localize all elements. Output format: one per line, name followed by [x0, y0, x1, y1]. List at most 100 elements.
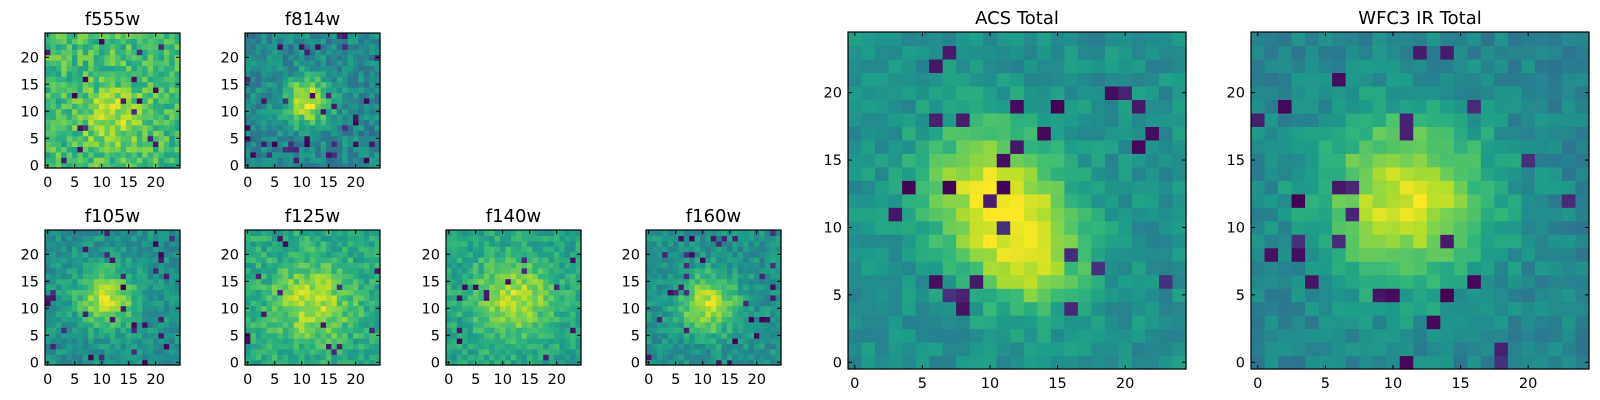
heatmap-cell [473, 338, 479, 344]
heatmap-cell [775, 289, 782, 296]
heatmap-cell [320, 240, 327, 247]
heatmap-cell [55, 305, 62, 312]
heatmap-cell [451, 343, 458, 350]
heatmap-cell [875, 274, 890, 289]
heatmap-cell [255, 43, 262, 50]
heatmap-cell [656, 338, 663, 344]
heatmap-cell [61, 157, 68, 164]
heatmap-cell [326, 240, 332, 247]
x-tick-label: 0 [444, 372, 453, 388]
heatmap-cell [55, 348, 62, 355]
heatmap-cell [929, 139, 944, 154]
heatmap-cell [82, 348, 89, 355]
heatmap-cell [716, 240, 723, 247]
heatmap-cell [537, 251, 544, 258]
heatmap-cell [1064, 153, 1079, 168]
heatmap-cell [1561, 288, 1577, 303]
heatmap-cell [363, 300, 370, 307]
heatmap-cell [700, 316, 706, 323]
heatmap-cell [446, 273, 452, 280]
heatmap-cell [55, 327, 62, 334]
heatmap-cell [521, 294, 528, 301]
heatmap-cell [261, 305, 268, 312]
heatmap-cell [174, 70, 181, 77]
heatmap-cell [277, 267, 284, 274]
heatmap-cell [109, 348, 116, 355]
heatmap-cell [174, 38, 181, 45]
heatmap-cell [142, 338, 149, 344]
heatmap-cell [500, 251, 506, 258]
heatmap-cell [363, 278, 370, 285]
heatmap-cell [250, 327, 257, 334]
heatmap-cell [77, 278, 84, 285]
heatmap-cell [331, 124, 338, 131]
heatmap-cell [277, 332, 284, 339]
heatmap-cell [320, 70, 327, 77]
heatmap-cell [942, 342, 957, 357]
heatmap-cell [683, 316, 690, 323]
heatmap-cell [727, 278, 733, 285]
heatmap-cell [473, 300, 479, 307]
heatmap-cell [353, 327, 359, 334]
heatmap-cell [656, 289, 663, 296]
heatmap-cell [104, 327, 111, 334]
heatmap-cell [483, 273, 490, 280]
heatmap-cell [272, 251, 278, 258]
heatmap-cell [82, 294, 89, 301]
heatmap-cell [163, 108, 170, 115]
heatmap-cell [115, 60, 122, 66]
heatmap-cell [115, 124, 122, 131]
heatmap-cell [929, 112, 944, 127]
heatmap-cell [1145, 220, 1160, 235]
heatmap-cell [158, 294, 165, 301]
heatmap-cell [902, 234, 917, 249]
heatmap-cell [737, 267, 744, 274]
heatmap-cell [478, 262, 485, 269]
heatmap-cell [131, 230, 138, 236]
heatmap-cell [299, 305, 305, 312]
heatmap-cell [1104, 139, 1119, 154]
heatmap-cell [770, 246, 777, 253]
heatmap-cell [353, 246, 359, 253]
heatmap-cell [770, 240, 777, 247]
heatmap-cell [66, 141, 73, 147]
heatmap-cell [770, 316, 777, 323]
heatmap-cell [369, 92, 376, 99]
heatmap-cell [1372, 355, 1387, 370]
heatmap-cell [61, 162, 68, 169]
heatmap-cell [673, 294, 679, 301]
heatmap-cell [1453, 355, 1468, 370]
heatmap-cell [353, 321, 359, 328]
heatmap-cell [1091, 247, 1106, 262]
heatmap-cell [667, 321, 674, 328]
heatmap-cell [304, 246, 311, 253]
heatmap-cell [331, 146, 338, 153]
heatmap-cell [1426, 342, 1441, 357]
heatmap-cell [727, 327, 733, 334]
heatmap-cell [915, 247, 930, 262]
heatmap-cell [570, 278, 577, 285]
heatmap-cell [861, 58, 876, 74]
heatmap-cell [142, 114, 149, 120]
heatmap-cell [446, 343, 452, 350]
heatmap-cell [50, 321, 57, 328]
heatmap-cell [153, 348, 159, 355]
heatmap-cell [861, 45, 876, 60]
heatmap-cell [673, 267, 679, 274]
heatmap-cell [288, 262, 295, 269]
heatmap-cell [261, 327, 268, 334]
heatmap-cell [848, 261, 863, 276]
heatmap-cell [667, 273, 674, 280]
heatmap-cell [304, 327, 311, 334]
heatmap-cell [1494, 247, 1509, 262]
heatmap-cell [656, 300, 663, 307]
heatmap-cell [272, 92, 278, 99]
heatmap-cell [494, 257, 501, 263]
heatmap-cell [1548, 207, 1563, 222]
heatmap-cell [82, 321, 89, 328]
heatmap-cell [570, 246, 577, 253]
heatmap-cell [250, 251, 257, 258]
heatmap-cell [82, 114, 89, 120]
heatmap-cell [689, 235, 696, 242]
heatmap-cell [996, 45, 1011, 60]
